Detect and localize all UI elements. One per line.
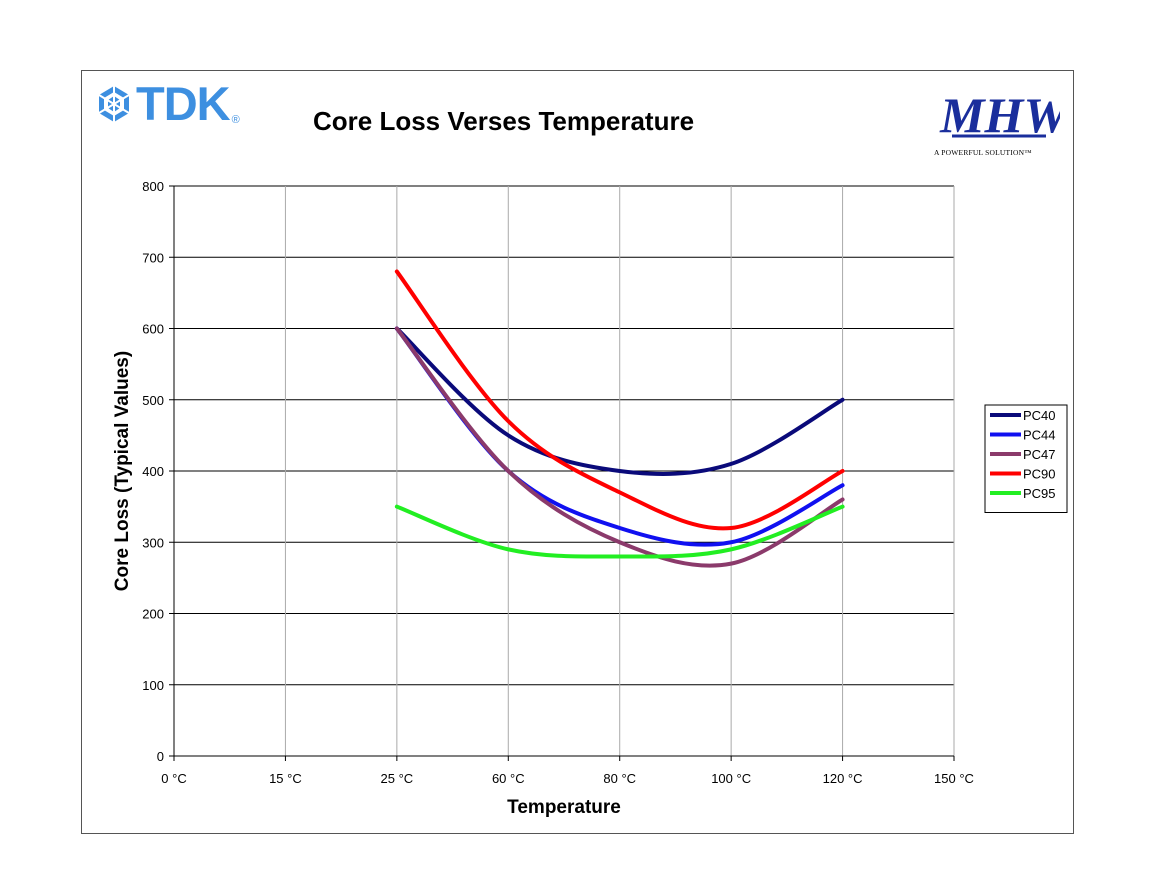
x-tick-label: 60 °C [492,771,525,786]
legend-label-pc44: PC44 [1023,428,1056,443]
y-tick-label: 700 [142,250,164,265]
series-line-pc47 [394,326,845,568]
chart-frame [81,70,1074,834]
x-axis-title: Temperature [507,797,621,818]
y-tick-label: 600 [142,322,164,337]
y-tick-label: 400 [142,464,164,479]
series-lines [394,269,845,568]
axes: 0 100 200 300 400 500 600 700 800 0 °C 15 °C 25 °C 6… [142,179,974,786]
y-axis-title: Core Loss (Typical Values) [112,351,133,591]
grid-lines [174,185,955,756]
legend-label-pc40: PC40 [1023,408,1056,423]
x-tick-label: 25 °C [381,771,414,786]
tdk-wordmark: TDK [136,77,231,130]
y-tick-label: 500 [142,393,164,408]
y-tick-label: 0 [157,749,164,764]
y-tick-label: 800 [142,179,164,194]
legend-label-pc90: PC90 [1023,467,1056,482]
x-tick-label: 100 °C [711,771,751,786]
legend-label-pc47: PC47 [1023,447,1056,462]
mhw-logo-mark-icon: MHW [939,82,1071,143]
mhw-logo: MHW A POWERFUL SOLUTION™ [934,80,1071,162]
y-tick-label: 300 [142,535,164,550]
tdk-logo: TDK ® [96,77,240,130]
mhw-wordmark: MHW [939,87,1060,143]
x-tick-label: 150 °C [934,771,974,786]
y-tick-label: 100 [142,678,164,693]
tdk-emblem-icon [98,86,130,122]
legend: PC40 PC44 PC47 PC90 PC95 [984,404,1068,513]
registered-mark: ® [231,114,240,126]
x-tick-label: 80 °C [603,771,636,786]
series-line-pc90 [394,269,845,531]
series-line-pc95 [394,504,845,559]
series-line-pc40 [394,326,845,476]
mhw-tagline: A POWERFUL SOLUTION™ [934,148,1032,157]
y-tick-label: 200 [142,607,164,622]
x-tick-label: 15 °C [269,771,302,786]
x-tick-label: 0 °C [161,771,186,786]
chart-title: Core Loss Verses Temperature [313,106,695,136]
legend-label-pc95: PC95 [1023,486,1056,501]
x-tick-label: 120 °C [823,771,863,786]
